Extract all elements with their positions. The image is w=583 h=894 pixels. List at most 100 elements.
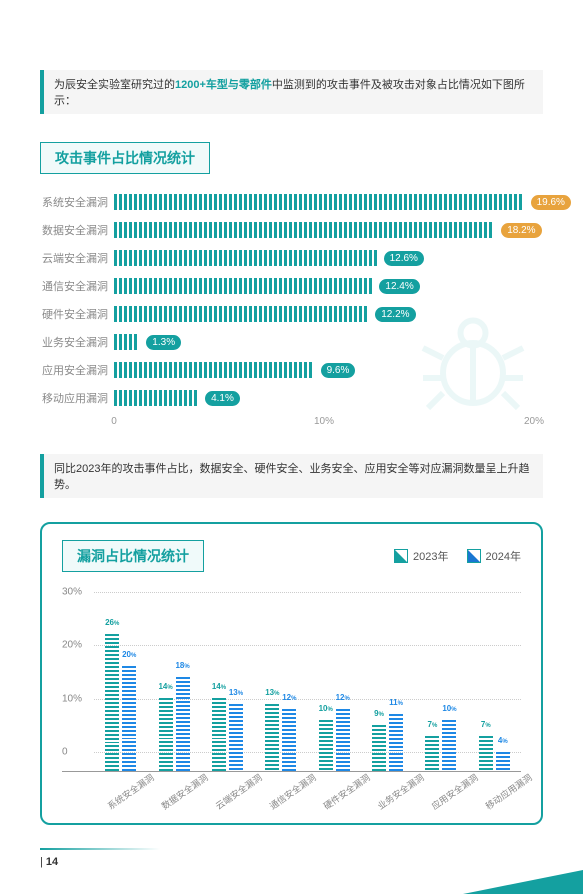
hchart-bar-wrap: 9.6% bbox=[114, 362, 543, 378]
hchart-row: 系统安全漏洞19.6% bbox=[40, 188, 543, 216]
legend-2023: 2023年 bbox=[394, 548, 448, 564]
legend: 2023年 2024年 bbox=[394, 548, 521, 564]
hchart-bar-wrap: 12.2% bbox=[114, 306, 543, 322]
vchart-bar: 4% bbox=[496, 750, 510, 771]
vchart-value: 10% bbox=[319, 704, 333, 713]
hchart-label: 通信安全漏洞 bbox=[40, 278, 114, 294]
hchart-title: 攻击事件占比情况统计 bbox=[40, 142, 210, 174]
callout-2: 同比2023年的攻击事件占比，数据安全、硬件安全、业务安全、应用安全等对应漏洞数… bbox=[40, 454, 543, 498]
legend-label-2024: 2024年 bbox=[486, 548, 521, 564]
footer-accent bbox=[463, 870, 583, 894]
hchart-bar-wrap: 12.6% bbox=[114, 250, 543, 266]
vchart-value: 9% bbox=[374, 709, 384, 718]
vchart-value: 7% bbox=[428, 720, 438, 729]
vchart-value: 14% bbox=[158, 682, 172, 691]
hchart-bar bbox=[114, 222, 496, 238]
hchart-badge: 19.6% bbox=[531, 195, 571, 210]
vchart-value: 20% bbox=[122, 650, 136, 659]
hchart-bar-wrap: 4.1% bbox=[114, 390, 543, 406]
vchart-group: 10%12% bbox=[308, 707, 361, 771]
vchart-bar: 14% bbox=[159, 696, 173, 771]
hchart-bar bbox=[114, 194, 526, 210]
hchart-label: 移动应用漏洞 bbox=[40, 390, 114, 406]
hchart-badge: 12.6% bbox=[384, 251, 424, 266]
vchart-ylabel: 30% bbox=[62, 587, 82, 598]
vchart-bar: 12% bbox=[282, 707, 296, 771]
hchart-row: 硬件安全漏洞12.2% bbox=[40, 300, 543, 328]
hchart-label: 数据安全漏洞 bbox=[40, 222, 114, 238]
page-number: | 14 bbox=[40, 856, 58, 868]
hchart-bar bbox=[114, 362, 316, 378]
hchart-axis: 0 10% 20% bbox=[114, 416, 543, 430]
hchart-badge: 4.1% bbox=[205, 391, 240, 406]
vchart-value: 12% bbox=[282, 693, 296, 702]
vchart-bar: 14% bbox=[212, 696, 226, 771]
vchart-value: 13% bbox=[265, 688, 279, 697]
hchart-bar bbox=[114, 250, 379, 266]
hchart-badge: 18.2% bbox=[501, 223, 541, 238]
legend-2024: 2024年 bbox=[467, 548, 521, 564]
hchart-badge: 12.2% bbox=[375, 307, 415, 322]
vchart-bar: 9% bbox=[372, 723, 386, 771]
hchart-bar bbox=[114, 306, 370, 322]
hchart-bar-wrap: 12.4% bbox=[114, 278, 543, 294]
callout-prefix: 为辰安全实验室研究过的 bbox=[54, 79, 175, 91]
vchart-gridline bbox=[94, 645, 521, 646]
hchart-row: 业务安全漏洞1.3% bbox=[40, 328, 543, 356]
vchart-value: 26% bbox=[105, 618, 119, 627]
vchart-group: 26%20% bbox=[94, 632, 147, 771]
vertical-chart-container: 漏洞占比情况统计 2023年 2024年 010%20%30%26%20%14%… bbox=[40, 522, 543, 825]
vchart-value: 13% bbox=[229, 688, 243, 697]
hchart-row: 数据安全漏洞 18.2% bbox=[40, 216, 543, 244]
legend-swatch-2023 bbox=[394, 549, 408, 563]
vchart-bar: 18% bbox=[176, 675, 190, 771]
hchart-label: 云端安全漏洞 bbox=[40, 250, 114, 266]
vchart-bar: 10% bbox=[319, 718, 333, 771]
hchart-badge: 12.4% bbox=[379, 279, 419, 294]
vchart-group: 14%13% bbox=[201, 696, 254, 771]
vchart-value: 4% bbox=[498, 736, 508, 745]
hchart-tick: 0 bbox=[111, 416, 117, 427]
hchart-row: 应用安全漏洞 9.6% bbox=[40, 356, 543, 384]
vchart-ylabel: 0 bbox=[62, 747, 68, 758]
vchart-bar: 12% bbox=[336, 707, 350, 771]
hchart-bar-wrap: 1.3% bbox=[114, 334, 543, 350]
vchart-bar: 13% bbox=[229, 702, 243, 771]
hchart-tick: 10% bbox=[314, 416, 334, 427]
vchart-x-labels: 系统安全漏洞数据安全漏洞云端安全漏洞通信安全漏洞硬件安全漏洞业务安全漏洞应用安全… bbox=[62, 778, 521, 801]
vchart-bar: 7% bbox=[425, 734, 439, 771]
hchart-label: 系统安全漏洞 bbox=[40, 194, 114, 210]
vchart-gridline bbox=[94, 592, 521, 593]
vchart-value: 11% bbox=[389, 698, 403, 707]
hchart-badge: 9.6% bbox=[321, 363, 356, 378]
vertical-bar-chart: 010%20%30%26%20%14%18%14%13%13%12%10%12%… bbox=[62, 592, 521, 772]
vchart-group: 7%10% bbox=[414, 718, 467, 771]
hchart-bar bbox=[114, 278, 374, 294]
hchart-badge: 1.3% bbox=[146, 335, 181, 350]
legend-label-2023: 2023年 bbox=[413, 548, 448, 564]
vchart-value: 7% bbox=[481, 720, 491, 729]
vchart-ylabel: 10% bbox=[62, 693, 82, 704]
vchart-bar: 11% bbox=[389, 712, 403, 771]
callout-text: 同比2023年的攻击事件占比，数据安全、硬件安全、业务安全、应用安全等对应漏洞数… bbox=[54, 463, 529, 491]
vchart-ylabel: 20% bbox=[62, 640, 82, 651]
hchart-label: 应用安全漏洞 bbox=[40, 362, 114, 378]
callout-1: 为辰安全实验室研究过的1200+车型与零部件中监测到的攻击事件及被攻击对象占比情… bbox=[40, 70, 543, 114]
hchart-row: 云端安全漏洞 12.6% bbox=[40, 244, 543, 272]
hchart-bar-wrap: 18.2% bbox=[114, 222, 543, 238]
hchart-bar bbox=[114, 390, 200, 406]
vchart-value: 14% bbox=[212, 682, 226, 691]
vchart-group: 13%12% bbox=[254, 702, 307, 771]
footer-line bbox=[40, 848, 160, 850]
vchart-group: 7%4% bbox=[468, 734, 521, 771]
hchart-bar bbox=[114, 334, 141, 350]
vchart-group: 9%11% bbox=[361, 712, 414, 771]
vchart-bar: 7% bbox=[479, 734, 493, 771]
vchart-value: 12% bbox=[336, 693, 350, 702]
vchart-bar: 20% bbox=[122, 664, 136, 771]
hchart-row: 移动应用漏洞 4.1% bbox=[40, 384, 543, 412]
vchart-bar: 13% bbox=[265, 702, 279, 771]
hchart-row: 通信安全漏洞 12.4% bbox=[40, 272, 543, 300]
hchart-tick: 20% bbox=[524, 416, 544, 427]
vchart-group: 14%18% bbox=[147, 675, 200, 771]
